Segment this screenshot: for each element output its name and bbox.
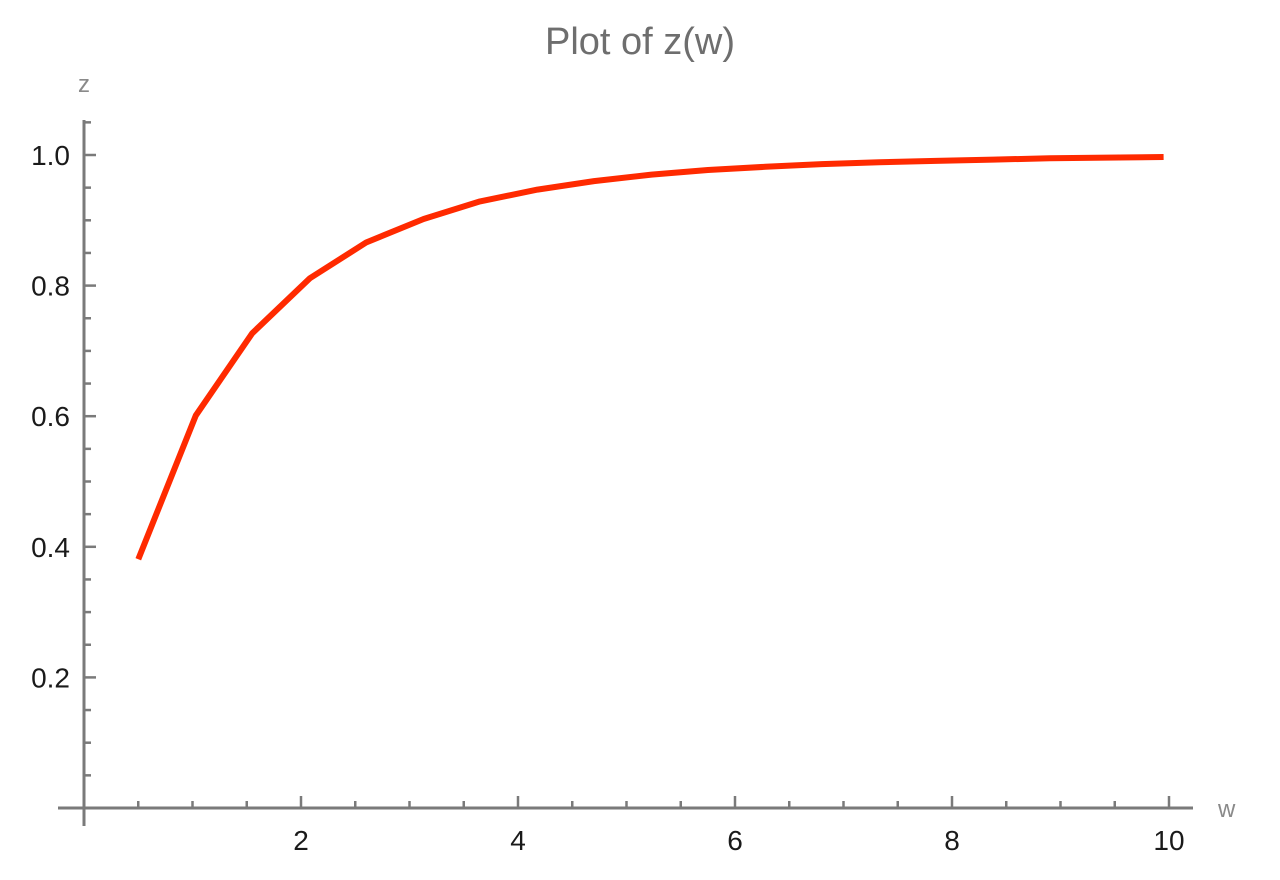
- x-tick-label: 2: [293, 825, 309, 856]
- series-group: [135, 154, 1164, 561]
- series-line: [135, 154, 1164, 561]
- x-axis-ticks: [137, 796, 1171, 808]
- y-tick-label: 0.4: [31, 532, 70, 563]
- chart-title: Plot of z(w): [545, 21, 735, 63]
- y-tick-label: 1.0: [31, 140, 70, 171]
- x-axis-label: w: [1217, 796, 1236, 823]
- y-tick-label: 0.2: [31, 662, 70, 693]
- y-axis-label: z: [78, 71, 90, 98]
- x-tick-label: 4: [510, 825, 526, 856]
- x-tick-label: 10: [1153, 825, 1184, 856]
- y-axis-tick-labels: 0.2 0.4 0.6 0.8 1.0: [31, 140, 70, 693]
- x-tick-label: 6: [727, 825, 743, 856]
- x-axis-tick-labels: 2 4 6 8 10: [293, 825, 1184, 856]
- y-tick-label: 0.8: [31, 271, 70, 302]
- x-tick-label: 8: [944, 825, 960, 856]
- y-tick-label: 0.6: [31, 401, 70, 432]
- y-axis-ticks: [84, 121, 96, 777]
